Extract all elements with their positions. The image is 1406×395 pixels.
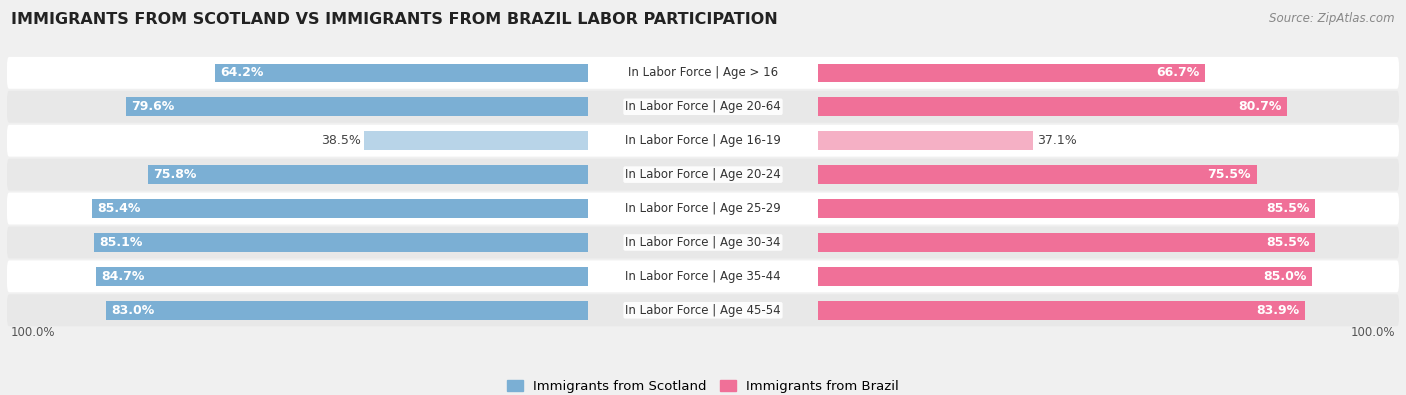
Text: Source: ZipAtlas.com: Source: ZipAtlas.com <box>1270 12 1395 25</box>
FancyBboxPatch shape <box>7 193 1399 224</box>
Text: 66.7%: 66.7% <box>1157 66 1199 79</box>
Bar <box>818 233 1315 252</box>
Bar <box>818 165 1257 184</box>
Text: 85.5%: 85.5% <box>1265 236 1309 249</box>
FancyBboxPatch shape <box>7 125 1399 157</box>
Text: IMMIGRANTS FROM SCOTLAND VS IMMIGRANTS FROM BRAZIL LABOR PARTICIPATION: IMMIGRANTS FROM SCOTLAND VS IMMIGRANTS F… <box>11 12 778 27</box>
Text: 84.7%: 84.7% <box>101 270 145 283</box>
Bar <box>818 132 1033 150</box>
Text: 100.0%: 100.0% <box>1351 326 1396 339</box>
Text: 37.1%: 37.1% <box>1036 134 1077 147</box>
Bar <box>818 199 1315 218</box>
Bar <box>364 132 588 150</box>
Text: 38.5%: 38.5% <box>321 134 361 147</box>
Bar <box>91 199 588 218</box>
Bar <box>818 267 1312 286</box>
Bar <box>94 233 588 252</box>
Text: 85.5%: 85.5% <box>1265 202 1309 215</box>
Text: 64.2%: 64.2% <box>221 66 264 79</box>
Text: In Labor Force | Age 25-29: In Labor Force | Age 25-29 <box>626 202 780 215</box>
Text: In Labor Force | Age > 16: In Labor Force | Age > 16 <box>628 66 778 79</box>
FancyBboxPatch shape <box>7 226 1399 258</box>
Text: 83.0%: 83.0% <box>111 304 155 317</box>
Text: 79.6%: 79.6% <box>131 100 174 113</box>
Bar <box>105 301 588 320</box>
FancyBboxPatch shape <box>7 260 1399 292</box>
Legend: Immigrants from Scotland, Immigrants from Brazil: Immigrants from Scotland, Immigrants fro… <box>508 380 898 393</box>
Text: 100.0%: 100.0% <box>10 326 55 339</box>
Text: 85.4%: 85.4% <box>97 202 141 215</box>
Text: In Labor Force | Age 16-19: In Labor Force | Age 16-19 <box>626 134 780 147</box>
Bar <box>125 98 588 116</box>
Bar <box>215 64 588 82</box>
Text: 75.8%: 75.8% <box>153 168 197 181</box>
Text: In Labor Force | Age 20-24: In Labor Force | Age 20-24 <box>626 168 780 181</box>
Text: 75.5%: 75.5% <box>1208 168 1251 181</box>
Text: In Labor Force | Age 45-54: In Labor Force | Age 45-54 <box>626 304 780 317</box>
Text: 83.9%: 83.9% <box>1257 304 1299 317</box>
FancyBboxPatch shape <box>7 91 1399 123</box>
FancyBboxPatch shape <box>7 294 1399 326</box>
Text: In Labor Force | Age 35-44: In Labor Force | Age 35-44 <box>626 270 780 283</box>
Text: In Labor Force | Age 20-64: In Labor Force | Age 20-64 <box>626 100 780 113</box>
Bar <box>818 64 1205 82</box>
Text: 80.7%: 80.7% <box>1237 100 1281 113</box>
Text: 85.0%: 85.0% <box>1263 270 1306 283</box>
Bar <box>818 98 1286 116</box>
FancyBboxPatch shape <box>7 57 1399 89</box>
Bar <box>96 267 588 286</box>
Text: 85.1%: 85.1% <box>100 236 142 249</box>
Bar <box>148 165 588 184</box>
Text: In Labor Force | Age 30-34: In Labor Force | Age 30-34 <box>626 236 780 249</box>
FancyBboxPatch shape <box>7 159 1399 190</box>
Bar <box>818 301 1305 320</box>
